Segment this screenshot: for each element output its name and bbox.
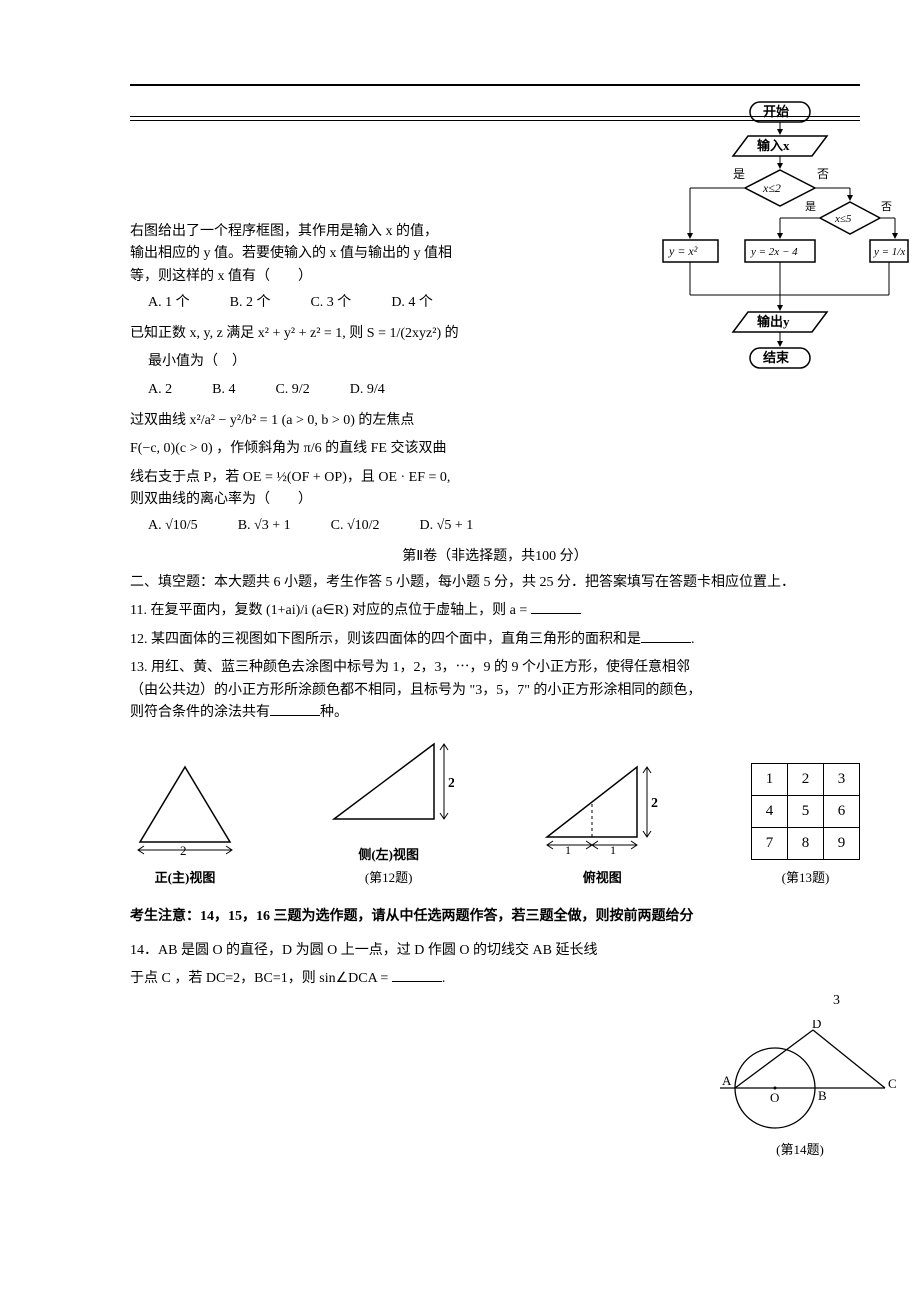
svg-text:x≤2: x≤2 [762,181,781,195]
q8-line3: 等，则这样的 x 值有（ ） [130,266,600,288]
q12-text: 12. 某四面体的三视图如下图所示，则该四面体的四个面中，直角三角形的面积和是 [130,632,641,647]
svg-text:D: D [812,1020,821,1031]
fig14: A B C D O (第14题) [700,1020,900,1158]
q13-suffix: 种。 [320,705,348,720]
svg-text:2: 2 [448,776,454,791]
fig12-top-caption: 俯视图 [537,868,667,889]
q10-option-d: D. √5 + 1 [420,515,474,537]
q8-option-b: B. 2 个 [230,292,271,314]
svg-text:1: 1 [610,843,616,857]
fig13-grid: 123 456 789 (第13题) [751,763,860,889]
fig14-svg: A B C D O [700,1020,900,1130]
svg-text:y = x²: y = x² [668,244,698,258]
fill-intro: 二、填空题：本大题共 6 小题，考生作答 5 小题，每小题 5 分，共 25 分… [130,572,860,594]
q9-option-c: C. 9/2 [275,379,309,401]
q14-blank [392,968,442,982]
q10-options: A. √10/5 B. √3 + 1 C. √10/2 D. √5 + 1 [148,515,600,537]
notice: 考生注意：14，15，16 三题为选作题，请从中任选两题作答，若三题全做，则按前… [130,903,860,931]
fig12-top: 2 1 1 俯视图 [537,762,667,888]
q14-suffix: . [442,971,446,986]
q10-line2: F(−c, 0)(c > 0) ，作倾斜角为 π/6 的直线 FE 交该双曲 [130,438,600,460]
fig13-label: (第13题) [751,868,860,889]
svg-text:开始: 开始 [763,104,789,119]
fig12-side-caption: 侧(左)视图 [324,845,454,866]
q9-option-d: D. 9/4 [350,379,385,401]
q13-line3: 则符合条件的涂法共有 [130,705,270,720]
svg-text:A: A [722,1073,732,1088]
q11-blank [531,600,581,614]
svg-text:结束: 结束 [763,350,790,365]
svg-text:y = 1/x: y = 1/x [873,246,905,258]
fig12-front-caption: 正(主)视图 [130,868,240,889]
svg-text:2: 2 [180,843,187,857]
q12-suffix: . [691,632,695,647]
flowchart: 开始 输入x x≤2 是 否 y = x² x≤5 是 否 y = 2x − 4… [655,100,910,420]
q9-text: 已知正数 x, y, z 满足 x² + y² + z² = 1, 则 S = … [130,323,600,345]
fig12-label: (第12题) [324,868,454,889]
svg-text:y = 2x − 4: y = 2x − 4 [750,246,798,258]
q9-option-a: A. 2 [148,379,172,401]
svg-text:输出y: 输出y [757,314,790,329]
svg-text:O: O [770,1090,779,1105]
q10-option-c: C. √10/2 [331,515,380,537]
q11-text: 11. 在复平面内，复数 (1+ai)/i (a∈R) 对应的点位于虚轴上，则 … [130,603,531,618]
fig12-front: 2 正(主)视图 [130,762,240,888]
q10-line4: 则双曲线的离心率为（ ） [130,489,600,511]
q10-option-b: B. √3 + 1 [238,515,291,537]
fig13-table: 123 456 789 [751,763,860,860]
q10-option-a: A. √10/5 [148,515,198,537]
q8-options: A. 1 个 B. 2 个 C. 3 个 D. 4 个 [148,292,600,314]
page-number: 3 [833,993,840,1009]
svg-text:否: 否 [881,201,892,213]
svg-text:否: 否 [817,167,829,181]
question-14: 14．AB 是圆 O 的直径，D 为圆 O 上一点，过 D 作圆 O 的切线交 … [130,937,610,993]
q13-blank [270,702,320,716]
svg-text:x≤5: x≤5 [834,213,852,225]
q8-option-d: D. 4 个 [391,292,433,314]
q9-option-b: B. 4 [212,379,235,401]
q13-line2: （由公共边）的小正方形所涂颜色都不相同，且标号为 "3，5，7" 的小正方形涂相… [130,680,860,702]
question-13: 13. 用红、黄、蓝三种颜色去涂图中标号为 1，2，3，⋯，9 的 9 个小正方… [130,657,860,724]
q10-line1: 过双曲线 x²/a² − y²/b² = 1 (a > 0, b > 0) 的左… [130,410,600,432]
figures-row: 2 正(主)视图 2 侧(左)视图 (第12题) [130,739,860,888]
question-12: 12. 某四面体的三视图如下图所示，则该四面体的四个面中，直角三角形的面积和是. [130,629,860,651]
fig12-top-svg: 2 1 1 [537,762,667,857]
svg-text:是: 是 [805,200,816,213]
svg-text:输入x: 输入x [757,138,790,153]
question-8: 右图给出了一个程序框图，其作用是输入 x 的值， 输出相应的 y 值。若要使输入… [130,221,600,315]
q10-line3: 线右支于点 P，若 OE = ½(OF + OP)，且 OE · EF = 0, [130,467,600,489]
question-11: 11. 在复平面内，复数 (1+ai)/i (a∈R) 对应的点位于虚轴上，则 … [130,600,860,622]
q8-line1: 右图给出了一个程序框图，其作用是输入 x 的值， [130,221,600,243]
svg-text:2: 2 [651,796,658,811]
fig14-label: (第14题) [700,1139,900,1158]
svg-text:1: 1 [565,843,571,857]
q9-options: A. 2 B. 4 C. 9/2 D. 9/4 [148,379,600,401]
fig12-side: 2 侧(左)视图 (第12题) [324,739,454,888]
q8-option-a: A. 1 个 [148,292,190,314]
q8-line2: 输出相应的 y 值。若要使输入的 x 值与输出的 y 值相 [130,243,600,265]
q12-blank [641,629,691,643]
q9-line2: 最小值为（ ） [148,351,600,373]
q13-line1: 13. 用红、黄、蓝三种颜色去涂图中标号为 1，2，3，⋯，9 的 9 个小正方… [130,657,860,679]
svg-text:C: C [888,1076,897,1091]
section-2-title: 第Ⅱ卷（非选择题，共100 分） [130,546,860,568]
question-9: 已知正数 x, y, z 满足 x² + y² + z² = 1, 则 S = … [130,323,600,402]
q8-option-c: C. 3 个 [310,292,351,314]
q14-text: 14．AB 是圆 O 的直径，D 为圆 O 上一点，过 D 作圆 O 的切线交 … [130,943,597,986]
question-10: 过双曲线 x²/a² − y²/b² = 1 (a > 0, b > 0) 的左… [130,410,600,538]
fig12-side-svg: 2 [324,739,454,834]
fig12-front-svg: 2 [130,762,240,857]
svg-text:B: B [818,1088,827,1103]
svg-text:是: 是 [733,167,745,181]
